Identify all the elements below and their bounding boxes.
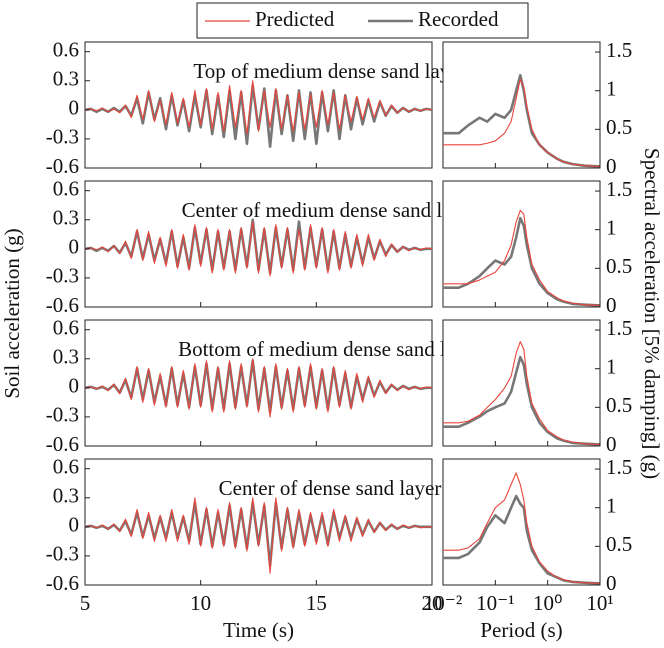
- y-tick-label: 1.5: [606, 38, 632, 62]
- y-tick-label: -0.6: [46, 571, 79, 595]
- x-tick-label: 5: [80, 591, 91, 615]
- y-tick-label: -0.6: [46, 154, 79, 178]
- x-tick-label: 20: [422, 591, 443, 615]
- y-tick-label: 0: [69, 235, 80, 259]
- legend-box: [196, 2, 529, 39]
- y-tick-label: 0.6: [53, 455, 79, 479]
- y-tick-label: 0.5: [606, 115, 632, 139]
- series-line: [443, 355, 601, 446]
- y-tick-label: -0.6: [46, 432, 79, 456]
- series-line: [443, 341, 601, 445]
- panel-title: Top of medium dense sand layer: [193, 59, 466, 83]
- y-tick-label: 1.5: [606, 177, 632, 201]
- y-tick-label: 0.6: [53, 177, 79, 201]
- series-line: [443, 472, 601, 584]
- y-tick-label: 1: [606, 494, 617, 518]
- x-tick-label: 15: [306, 591, 327, 615]
- plot-frame: [84, 41, 433, 169]
- y-tick-label: 1: [606, 216, 617, 240]
- y-tick-label: 0.5: [606, 254, 632, 278]
- series-line: [443, 209, 601, 306]
- panel-title: Center of dense sand layer: [219, 476, 442, 500]
- y-tick-label: 0.6: [53, 316, 79, 340]
- series-line: [443, 78, 601, 167]
- legend-label: Recorded: [418, 7, 499, 31]
- series-line: [84, 80, 433, 135]
- series-line: [84, 497, 432, 574]
- y-tick-label: 0: [606, 432, 617, 456]
- y-tick-label: 0: [606, 571, 617, 595]
- series-line: [443, 494, 601, 585]
- plot-frame: [442, 319, 601, 447]
- x-axis-label: Time (s): [223, 618, 294, 642]
- y-tick-label: 0.5: [606, 393, 632, 417]
- plot-frame: [442, 41, 601, 169]
- y-tick-label: -0.3: [46, 542, 79, 566]
- x-tick-label: 10⁻¹: [476, 591, 514, 615]
- panel-title: Bottom of medium dense sand layer: [178, 337, 482, 361]
- y-tick-label: 1.5: [606, 455, 632, 479]
- y-tick-label: 0.3: [53, 484, 79, 508]
- panel-title: Center of medium dense sand layer: [182, 198, 479, 222]
- y-tick-label: 0.3: [53, 67, 79, 91]
- y-tick-label: 0: [69, 96, 80, 120]
- series-line: [443, 216, 601, 307]
- y-tick-label: 0: [606, 293, 617, 317]
- y-tick-label: 0.3: [53, 345, 79, 369]
- y-tick-label: 0: [69, 374, 80, 398]
- y-tick-label: 1: [606, 77, 617, 101]
- y-axis-label: Soil acceleration (g): [0, 228, 24, 398]
- y-tick-label: 0.6: [53, 38, 79, 62]
- x-tick-label: 10: [190, 591, 211, 615]
- legend-label: Predicted: [255, 7, 335, 31]
- plot-frame: [84, 458, 433, 586]
- plot-frame: [442, 180, 601, 308]
- y-tick-label: 0: [69, 513, 80, 537]
- x-tick-label: 10¹: [586, 591, 613, 615]
- y-axis-label: Spectral acceleration [5% damping] (g): [640, 148, 664, 479]
- y-tick-label: -0.3: [46, 125, 79, 149]
- y-tick-label: 0.5: [606, 532, 632, 556]
- y-tick-label: -0.6: [46, 293, 79, 317]
- x-axis-label: Period (s): [480, 618, 562, 642]
- plot-frame: [442, 458, 601, 586]
- x-tick-label: 10⁰: [533, 591, 562, 615]
- y-tick-label: 0.3: [53, 206, 79, 230]
- y-tick-label: 1: [606, 355, 617, 379]
- series-line: [84, 221, 433, 277]
- plot-frame: [84, 180, 433, 308]
- x-tick-label: 10⁻²: [424, 591, 462, 615]
- series-line: [84, 358, 433, 418]
- y-tick-label: -0.3: [46, 264, 79, 288]
- y-tick-label: 0: [606, 154, 617, 178]
- plot-frame: [84, 319, 433, 447]
- y-tick-label: -0.3: [46, 403, 79, 427]
- y-tick-label: 1.5: [606, 316, 632, 340]
